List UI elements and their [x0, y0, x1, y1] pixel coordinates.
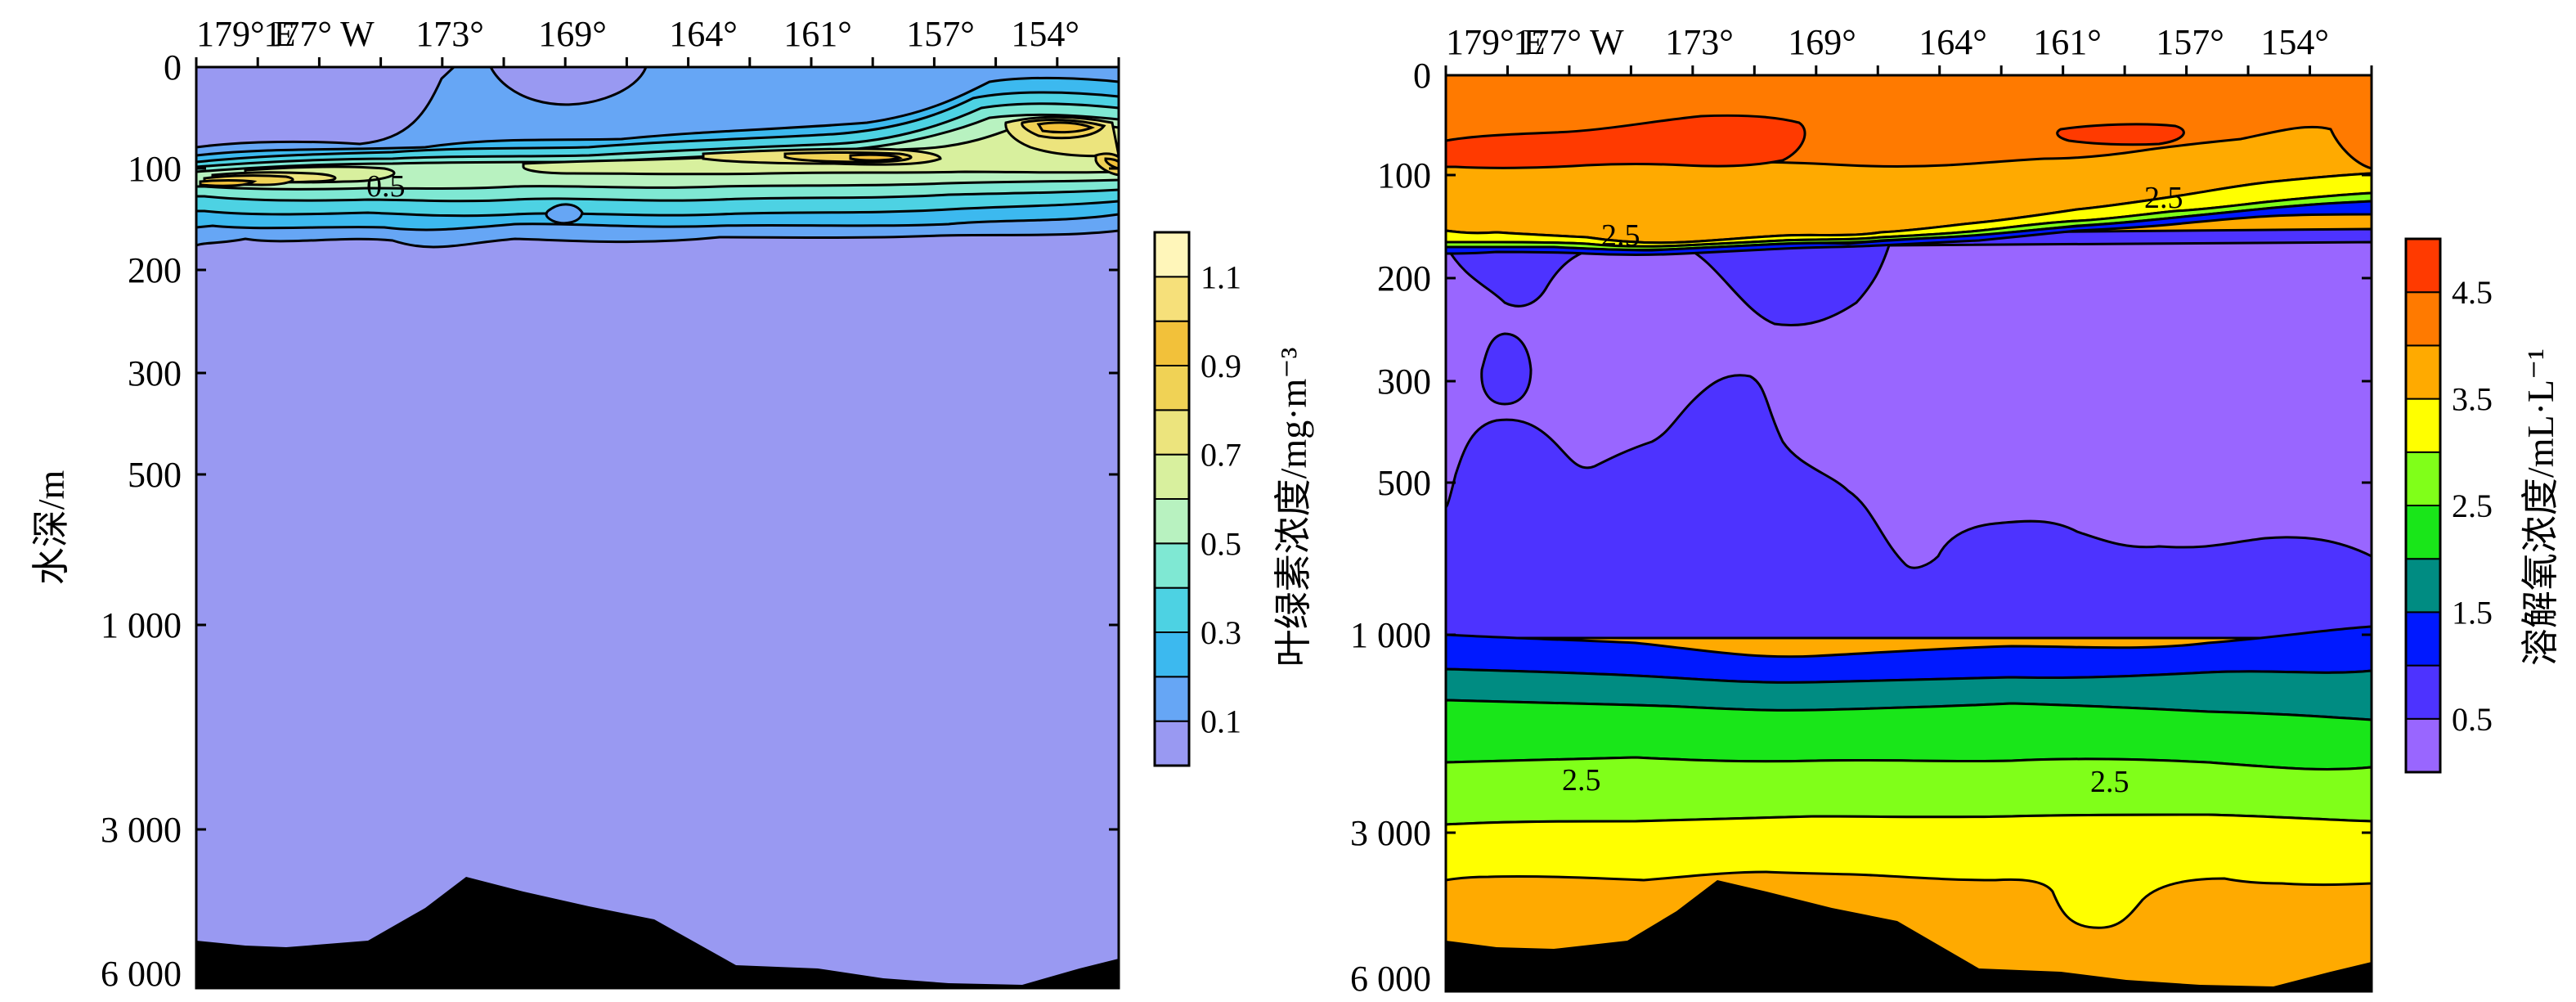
y-tick-label: 300 [128, 353, 182, 393]
o2-band-1-upper [1446, 200, 2372, 256]
oxygen-contour-label-3: 2.5 [2090, 765, 2129, 799]
x-tick-label: 157° [906, 14, 975, 54]
colorbar-segment [2405, 717, 2441, 773]
seafloor-topography-right [1446, 880, 2372, 991]
level-band-9 [199, 121, 1119, 187]
colorbar-tick-label: 0.5 [2452, 701, 2493, 738]
y-tick-label: 200 [128, 250, 182, 290]
y-tick-label: 1 000 [1350, 615, 1431, 655]
x-tick-label: 154° [1011, 14, 1079, 54]
x-tick-label: 161° [783, 14, 852, 54]
colorbar-segment [1154, 542, 1190, 589]
oxygen-contour-label-0: 2.5 [1601, 218, 1640, 253]
colorbar-segment [2405, 611, 2441, 667]
y-tick-label: 6 000 [1350, 959, 1431, 999]
oxygen-contour-field [1446, 75, 2372, 991]
colorbar-segment [2405, 344, 2441, 400]
colorbar-segment [2405, 558, 2441, 613]
x-tick-label: 177° W [1513, 22, 1624, 62]
colorbar-tick-label: 2.5 [2452, 488, 2493, 524]
colorbar-tick-label: 0.3 [1200, 614, 1241, 651]
chlorophyll-colorbar-title: 叶绿素浓度/mg·m⁻³ [1272, 348, 1314, 667]
y-tick-label: 0 [1413, 56, 1431, 96]
x-tick-label: 161° [2033, 22, 2102, 62]
y-tick-label: 100 [1377, 155, 1431, 195]
oxygen-colorbar-title: 溶解氧浓度/mL·L⁻¹ [2520, 348, 2561, 666]
colorbar-segment [1154, 231, 1190, 278]
y-tick-label: 0 [164, 47, 182, 88]
y-tick-label: 500 [128, 455, 182, 495]
x-tick-label: 164° [669, 14, 738, 54]
colorbar-frame [1153, 231, 1191, 767]
y-tick-label: 200 [1377, 258, 1431, 299]
colorbar-segment [2405, 451, 2441, 506]
colorbar-segment [2405, 505, 2441, 560]
colorbar-segment [2405, 664, 2441, 720]
y-tick-label: 100 [128, 149, 182, 189]
y-tick-label: 1 000 [101, 605, 182, 645]
colorbar-segment [1154, 320, 1190, 366]
oxygen-contour-label-1: 2.5 [2144, 181, 2183, 215]
chlorophyll-y-axis-title: 水深/m [30, 470, 72, 586]
colorbar-segment [2405, 291, 2441, 347]
seafloor-topography [196, 877, 1119, 988]
x-tick-label: 164° [1919, 22, 1987, 62]
oxygen-colorbar: 0.5 1.5 2.5 3.5 4.5 [2404, 237, 2493, 774]
o2-band-4-5 [1446, 114, 2185, 169]
colorbar-segment [1154, 586, 1190, 634]
colorbar-tick-label: 0.5 [1200, 525, 1241, 562]
y-tick-label: 6 000 [101, 954, 182, 994]
level-band-8 [203, 119, 1119, 186]
x-tick-label: 169° [1788, 22, 1856, 62]
colorbar-tick-label: 0.9 [1200, 348, 1241, 384]
oxygen-plot-frame [1444, 74, 2373, 993]
colorbar-tick-label: 3.5 [2452, 381, 2493, 418]
oxygen-contour-label-2: 2.5 [1562, 763, 1601, 798]
o2-band-0 [1446, 240, 2372, 569]
colorbar-segment [1154, 498, 1190, 545]
colorbar-tick-label: 4.5 [2452, 274, 2493, 311]
colorbar-segment [2405, 398, 2441, 453]
x-tick-label: 173° [1665, 22, 1734, 62]
colorbar-segment [1154, 676, 1190, 722]
x-tick-label: 169° [538, 14, 607, 54]
y-tick-label: 500 [1377, 463, 1431, 503]
x-tick-label: 179° E [196, 14, 295, 54]
y-tick-label: 300 [1377, 362, 1431, 402]
y-tick-label: 3 000 [101, 810, 182, 850]
x-tick-label: 154° [2260, 22, 2329, 62]
colorbar-frame [2404, 237, 2442, 774]
y-tick-label: 3 000 [1350, 813, 1431, 853]
level-band-1-island [545, 203, 584, 225]
x-tick-label: 157° [2156, 22, 2224, 62]
colorbar-segment [1154, 453, 1190, 501]
chlorophyll-colorbar: 0.1 0.3 0.5 0.7 0.9 1.1 [1153, 231, 1241, 767]
colorbar-segment [2405, 238, 2441, 294]
x-tick-label: 179° E [1446, 22, 1545, 62]
colorbar-segment [1154, 720, 1190, 767]
colorbar-segment [1154, 276, 1190, 322]
o2-band-3 [1446, 813, 2372, 929]
colorbar-segment [1154, 365, 1190, 411]
colorbar-tick-label: 1.1 [1200, 258, 1241, 295]
colorbar-segment [1154, 631, 1190, 678]
colorbar-tick-label: 0.7 [1200, 437, 1241, 474]
colorbar-tick-label: 0.1 [1200, 703, 1241, 740]
o2-band-0-island [1480, 332, 1533, 406]
chlorophyll-plot-frame [195, 65, 1120, 990]
colorbar-tick-label: 1.5 [2452, 594, 2493, 631]
chlorophyll-contour-label-0: 0.5 [366, 169, 406, 204]
chlorophyll-contour-field [196, 67, 1119, 988]
colorbar-segment [1154, 409, 1190, 456]
x-tick-label: 173° [415, 14, 484, 54]
x-tick-label: 177° W [263, 14, 375, 54]
